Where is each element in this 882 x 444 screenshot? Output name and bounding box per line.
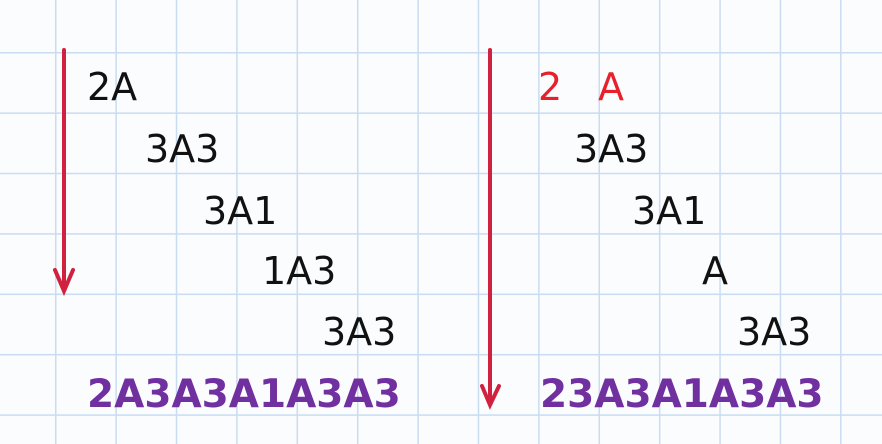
left-row-3: 3A1 <box>203 189 278 233</box>
right-row-4: A <box>702 249 728 293</box>
right-row-3: 3A1 <box>632 189 707 233</box>
left-down-arrow-icon <box>53 48 75 297</box>
right-first-letter: A <box>598 65 624 109</box>
right-result: 23A3A1A3A3 <box>540 372 824 417</box>
left-row-4: 1A3 <box>262 249 337 293</box>
left-result: 2A3A3A1A3A3 <box>87 372 401 417</box>
right-down-arrow-icon <box>480 48 501 410</box>
left-row-5: 3A3 <box>322 310 397 354</box>
left-row-1: 2A <box>87 65 138 109</box>
right-first-digit: 2 <box>538 65 563 109</box>
left-row-2: 3A3 <box>145 127 220 171</box>
right-row-5: 3A3 <box>737 310 812 354</box>
right-row-2: 3A3 <box>574 127 649 171</box>
